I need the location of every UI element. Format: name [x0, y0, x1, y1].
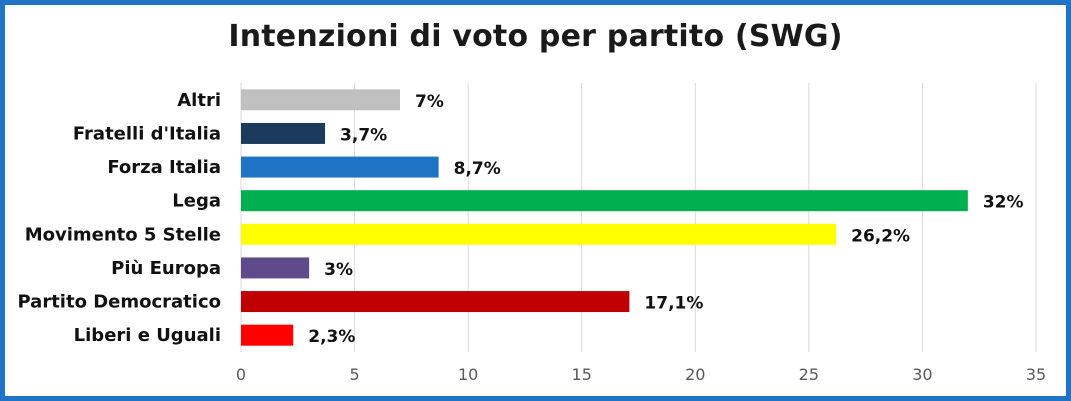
- category-label: Fratelli d'Italia: [73, 123, 221, 144]
- data-label: 8,7%: [454, 159, 501, 179]
- bar: [241, 291, 630, 313]
- category-label: Partito Democratico: [17, 292, 221, 313]
- data-label: 7%: [415, 92, 444, 112]
- category-label: Più Europa: [111, 258, 221, 279]
- data-label: 32%: [983, 193, 1024, 213]
- data-label: 17,1%: [644, 294, 703, 314]
- x-tick-label: 25: [799, 365, 819, 384]
- data-label: 26,2%: [851, 226, 910, 246]
- category-label: Forza Italia: [107, 157, 221, 178]
- chart-title: Intenzioni di voto per partito (SWG): [228, 19, 843, 54]
- bar: [241, 190, 968, 212]
- labels: Altri 7% Fratelli d'Italia 3,7% Forza Italia…: [17, 90, 1023, 347]
- category-label: Lega: [172, 191, 221, 212]
- bar: [241, 223, 837, 245]
- x-tick-label: 15: [572, 365, 592, 384]
- bar: [241, 324, 294, 346]
- category-label: Liberi e Uguali: [74, 325, 221, 346]
- x-axis-ticks: 0 5 10 15 20 25 30 35: [236, 365, 1046, 384]
- x-tick-label: 0: [236, 365, 246, 384]
- data-label: 3%: [324, 260, 353, 280]
- x-tick-label: 35: [1026, 365, 1046, 384]
- data-label: 2,3%: [308, 327, 355, 347]
- bar: [241, 257, 310, 279]
- bar: [241, 156, 439, 178]
- bars: [241, 89, 968, 346]
- x-tick-label: 20: [685, 365, 705, 384]
- category-label: Altri: [177, 90, 221, 111]
- x-tick-label: 30: [912, 365, 932, 384]
- data-label: 3,7%: [340, 125, 387, 145]
- category-label: Movimento 5 Stelle: [25, 224, 221, 245]
- bar: [241, 89, 400, 111]
- x-tick-label: 5: [349, 365, 359, 384]
- bar: [241, 122, 326, 144]
- x-tick-label: 10: [458, 365, 478, 384]
